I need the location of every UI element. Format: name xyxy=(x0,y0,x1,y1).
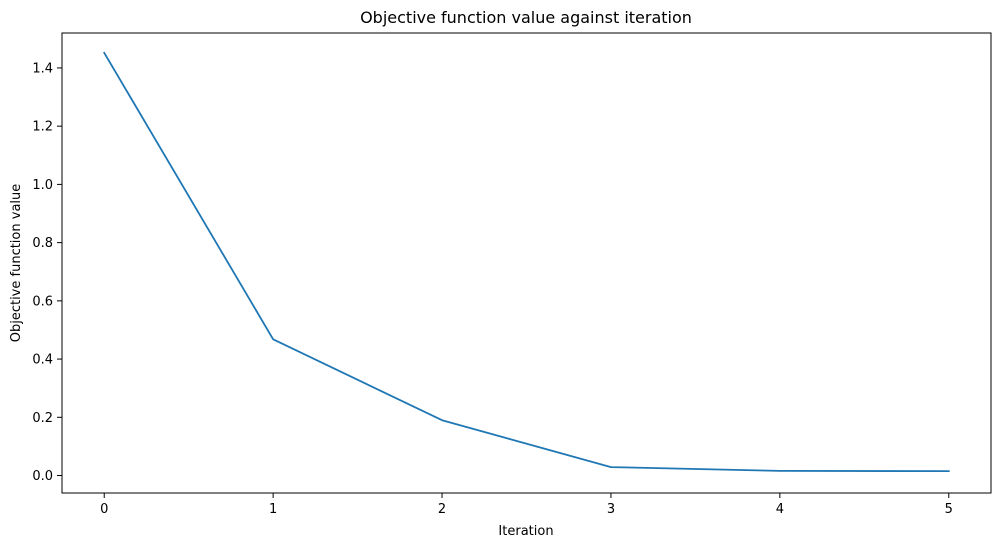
y-tick-label: 0.0 xyxy=(32,469,53,484)
x-tick-label: 3 xyxy=(607,502,615,517)
y-tick-label: 1.2 xyxy=(32,120,53,135)
y-tick-label: 0.4 xyxy=(32,353,53,368)
x-tick-label: 0 xyxy=(100,502,108,517)
y-axis: 0.0 0.2 0.4 0.6 0.8 1.0 1.2 1.4 xyxy=(32,61,62,484)
chart-title: Objective function value against iterati… xyxy=(360,8,692,27)
y-tick-label: 1.4 xyxy=(32,61,53,76)
y-tick-label: 0.6 xyxy=(32,294,53,309)
x-tick-label: 2 xyxy=(438,502,446,517)
series-layer xyxy=(102,51,950,473)
x-axis: 0 1 2 3 4 5 xyxy=(100,493,953,517)
y-tick-label: 1.0 xyxy=(32,178,53,193)
x-tick-label: 1 xyxy=(269,502,277,517)
y-tick-label: 0.8 xyxy=(32,236,53,251)
x-axis-label: Iteration xyxy=(498,524,553,539)
y-tick-label: 0.2 xyxy=(32,411,53,426)
y-axis-label: Objective function value xyxy=(9,184,24,343)
x-tick-label: 5 xyxy=(945,502,953,517)
x-tick-label: 4 xyxy=(776,502,784,517)
series-line xyxy=(102,51,950,473)
plot-area xyxy=(61,32,992,494)
